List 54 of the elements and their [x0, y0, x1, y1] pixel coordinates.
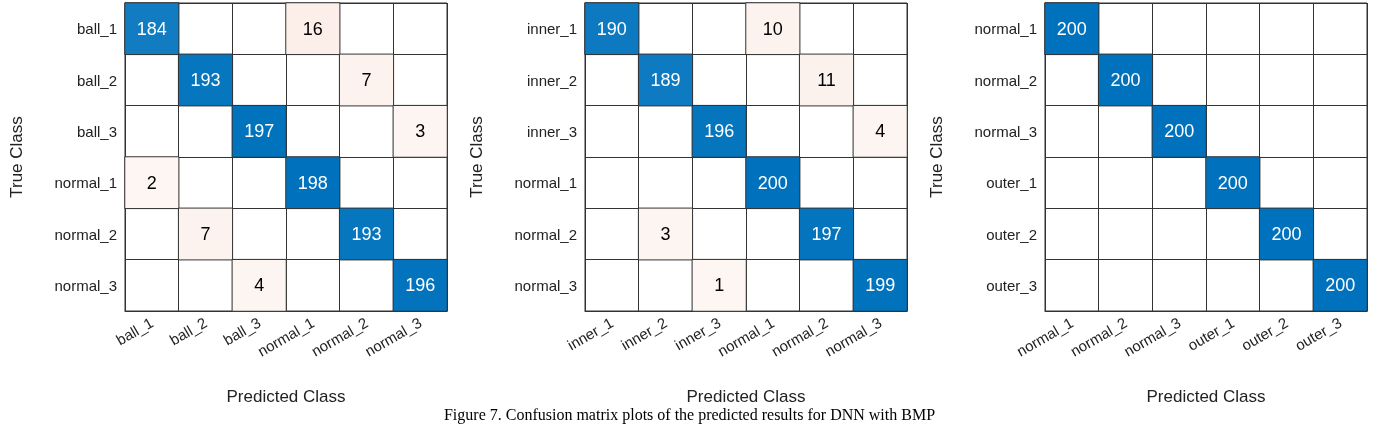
y-tick-label: normal_1 [54, 174, 117, 192]
data-label: 200 [1271, 224, 1302, 244]
data-label: 7 [361, 70, 372, 90]
data-label: 184 [136, 18, 167, 39]
caption: Figure 7. Confusion matrix plots of the predicted results for DNN with BMP [442, 406, 937, 424]
y-tick-label: normal_2 [974, 71, 1037, 89]
data-label: 200 [1110, 70, 1141, 90]
x-axis-title: Predicted Class [226, 387, 346, 406]
y-tick-label: normal_2 [514, 225, 577, 243]
x-axis-title: Predicted Class [1146, 387, 1266, 406]
data-label: 4 [875, 121, 886, 142]
data-label: 193 [351, 224, 382, 244]
data-label: 197 [811, 224, 842, 244]
data-label: 189 [650, 70, 681, 90]
data-label: 3 [660, 224, 671, 244]
data-label: 200 [1056, 18, 1087, 39]
y-tick-label: outer_1 [986, 174, 1037, 192]
y-tick-label: inner_3 [526, 122, 577, 140]
data-label: 200 [1217, 172, 1248, 193]
y-tick-label: ball_3 [76, 122, 117, 140]
data-label: 196 [405, 275, 436, 296]
data-label: 4 [254, 275, 265, 296]
data-label: 3 [415, 121, 426, 142]
y-axis-title: True Class [927, 116, 946, 198]
data-label: 2 [146, 172, 157, 193]
data-label: 7 [200, 224, 211, 244]
y-tick-label: normal_1 [514, 174, 577, 192]
y-tick-label: normal_3 [54, 276, 117, 294]
y-tick-label: normal_2 [54, 225, 117, 243]
data-label: 11 [817, 70, 836, 90]
x-axis-title: Predicted Class [686, 387, 806, 406]
data-label: 1 [714, 275, 725, 296]
data-label: 190 [596, 18, 627, 39]
data-label: 200 [757, 172, 788, 193]
data-label: 16 [302, 18, 323, 39]
y-axis-title: True Class [7, 116, 26, 198]
data-label: 10 [762, 18, 783, 39]
y-tick-label: outer_3 [986, 276, 1037, 294]
y-tick-label: ball_1 [76, 20, 117, 38]
data-label: 200 [1164, 121, 1195, 142]
data-label: 200 [1325, 275, 1356, 296]
data-label: 196 [704, 121, 735, 142]
y-tick-label: inner_2 [526, 71, 577, 89]
y-tick-label: normal_3 [974, 122, 1037, 140]
data-label: 193 [190, 70, 221, 90]
data-label: 198 [297, 172, 328, 193]
y-axis-title: True Class [467, 116, 486, 198]
data-label: 197 [244, 121, 275, 142]
data-label: 199 [865, 275, 896, 296]
y-tick-label: normal_1 [974, 20, 1037, 38]
y-tick-label: ball_2 [76, 71, 117, 89]
y-tick-label: outer_2 [986, 225, 1037, 243]
y-tick-label: normal_3 [514, 276, 577, 294]
y-tick-label: inner_1 [526, 20, 577, 38]
